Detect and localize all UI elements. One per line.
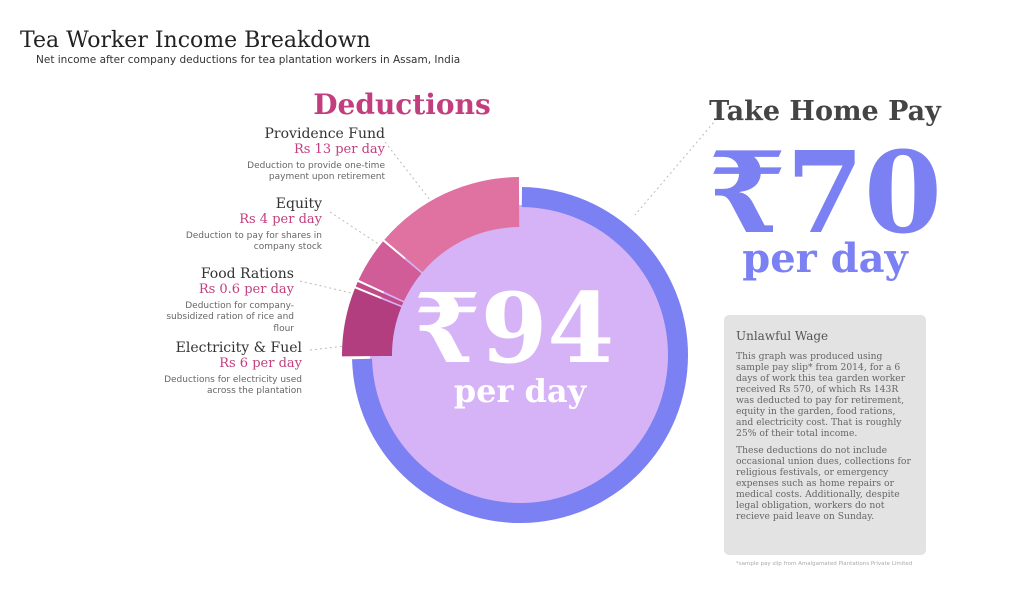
deduction-label: Equity Rs 4 per day Deduction to pay for s… [92,196,322,254]
deduction-label: Food Rations Rs 0.6 per day Deduction for … [64,266,294,335]
deduction-value: Rs 6 per day [219,356,302,371]
deduction-name: Electricity & Fuel [175,340,302,356]
deduction-name: Providence Fund [264,126,385,142]
sidebar: Unlawful Wage This graph was produced us… [724,315,926,555]
sidebar-paragraph: These deductions do not include occasion… [736,445,911,523]
leader-line [299,280,361,296]
deduction-description: Deduction to provide one-time payment up… [247,161,385,183]
center-label: ₹94 [414,272,614,385]
donut-segment [384,177,520,273]
center-disc [370,205,670,505]
chart-subtitle: Net income after company deductions for … [36,54,461,66]
deduction-value: Rs 4 per day [239,212,322,227]
group-label: Deductions [313,88,490,121]
deduction-value: Rs 0.6 per day [198,282,294,297]
deduction-label: Providence Fund Rs 13 per day Deduction to… [155,126,385,184]
deduction-label: Electricity & Fuel Rs 6 per day Deductions… [72,340,302,398]
take-home-title: Take Home Pay [709,96,942,127]
donut-segment [342,288,402,357]
deduction-name: Equity [275,196,322,212]
donut-segment [358,241,422,301]
chart-title: Tea Worker Income Breakdown [20,28,371,53]
leader-line [329,211,381,246]
footnote: *sample pay slip from Amalgamated Planta… [736,561,913,567]
deduction-value: Rs 13 per day [293,142,385,157]
deduction-description: Deduction for company-subsidized ration … [166,301,294,334]
center-sublabel: per day [454,372,588,410]
leader-line [634,114,721,216]
deduction-description: Deduction to pay for shares in company s… [185,231,322,253]
leader-lines [299,114,721,351]
deduction-description: Deductions for electricity used across t… [164,375,302,397]
deduction-name: Food Rations [200,266,294,282]
sidebar-title: Unlawful Wage [736,329,829,343]
take-home-unit: per day [742,235,909,282]
leader-line [384,141,431,201]
donut-segment [355,281,404,306]
sidebar-paragraph: This graph was produced using sample pay… [736,351,906,440]
take-home-value: ₹70 [708,128,942,259]
